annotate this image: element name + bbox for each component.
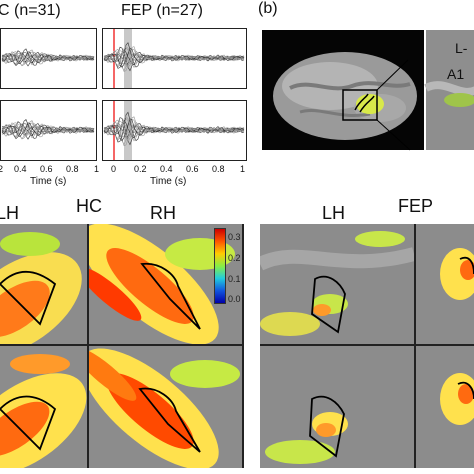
brain-inset-activation	[444, 93, 474, 107]
waveform-trace	[1, 122, 95, 140]
hc-activation-maps	[0, 224, 244, 468]
waveform-trace	[103, 124, 245, 137]
hc-lh-top-map	[0, 224, 87, 344]
waveform-trace	[103, 42, 245, 69]
brain-zoom-line-top	[376, 59, 409, 91]
waveform-trace	[1, 122, 95, 139]
brain-zoom-line-bottom	[376, 119, 411, 151]
fep-waveform-plots	[102, 28, 247, 161]
hc-xtick-1: 0.4	[14, 164, 27, 174]
fep-xtick-4: 0.6	[186, 164, 199, 174]
waveform-trace	[1, 51, 95, 64]
colorbar-tick-0: 0.3	[228, 232, 241, 242]
fep-xtick-3: 0.4	[160, 164, 173, 174]
fep-xtick-5: 0.8	[212, 164, 225, 174]
hc-waveform-plots	[0, 28, 97, 161]
brain-zoom-box	[342, 89, 378, 121]
brain-roi-outline	[354, 93, 375, 113]
brain-inset-gyrus	[424, 81, 474, 96]
hc-waveform-title: C (n=31)	[0, 2, 61, 19]
colorbar-tick-1: 0.2	[228, 253, 241, 263]
colorbar-tick-3: 0.0	[228, 294, 241, 304]
inset-label-l: L-	[455, 40, 468, 56]
brain-sulcus-1	[289, 81, 411, 91]
hc-lh-label: LH	[0, 203, 20, 223]
fep-activation-maps	[260, 224, 474, 468]
fep-bottom-waves	[103, 111, 245, 147]
fep-top-shade	[124, 29, 132, 88]
fep-xtick-1: 0	[111, 164, 117, 174]
waveform-trace	[103, 46, 245, 68]
hc-xlabel: Time (s)	[30, 176, 67, 187]
fep-bottom-shade	[124, 101, 132, 160]
waveform-trace	[103, 47, 245, 68]
inset-label-a1: A1	[447, 66, 465, 82]
fep-lh-bottom-map	[260, 346, 414, 468]
hc-rh-label: RH	[150, 203, 176, 223]
hc-rh-bottom-map	[89, 346, 242, 468]
waveform-trace	[1, 51, 95, 66]
fep-rh-bottom-map	[416, 346, 474, 468]
waveform-trace	[103, 116, 245, 142]
waveform-trace	[1, 122, 95, 137]
panel-b-label: (b)	[258, 0, 278, 17]
waveform-trace	[103, 118, 245, 142]
inflated-brain-figure	[260, 28, 474, 152]
hc-tick-cut: 2	[0, 164, 4, 174]
hc-xtick-3: 0.8	[66, 164, 79, 174]
waveform-trace	[1, 125, 95, 135]
fep-xtick-6: 1	[240, 164, 246, 174]
fep-lh-label: LH	[322, 203, 346, 223]
fep-xlabel: Time (s)	[150, 176, 187, 187]
fep-lh-top-map	[260, 224, 414, 344]
waveform-trace	[103, 121, 245, 140]
hc-xtick-2: 0.6	[40, 164, 53, 174]
fep-top-waves	[103, 42, 245, 72]
fep-group-label: FEP	[398, 196, 434, 216]
hc-bottom-waves	[1, 118, 95, 140]
waveform-trace	[103, 53, 245, 64]
waveform-trace	[1, 51, 95, 67]
hc-xtick-4: 1	[94, 164, 100, 174]
colorbar-tick-2: 0.1	[228, 274, 241, 284]
brain-sulcus-2	[299, 109, 371, 117]
colorbar	[214, 228, 226, 304]
fep-xtick-2: 0.2	[134, 164, 147, 174]
hc-lh-bottom-map	[0, 346, 87, 468]
hc-group-label: HC	[76, 196, 102, 216]
fep-waveform-title: FEP (n=27)	[121, 2, 203, 19]
fep-rh-top-map	[416, 224, 474, 344]
hc-top-waves	[1, 48, 95, 67]
waveform-trace	[103, 50, 245, 67]
